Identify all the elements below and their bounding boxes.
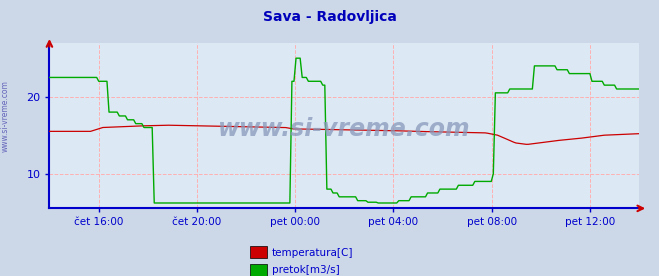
Text: www.si-vreme.com: www.si-vreme.com: [218, 117, 471, 141]
Text: www.si-vreme.com: www.si-vreme.com: [1, 80, 10, 152]
Text: temperatura[C]: temperatura[C]: [272, 248, 354, 258]
Text: pretok[m3/s]: pretok[m3/s]: [272, 266, 340, 275]
Text: Sava - Radovljica: Sava - Radovljica: [262, 10, 397, 24]
